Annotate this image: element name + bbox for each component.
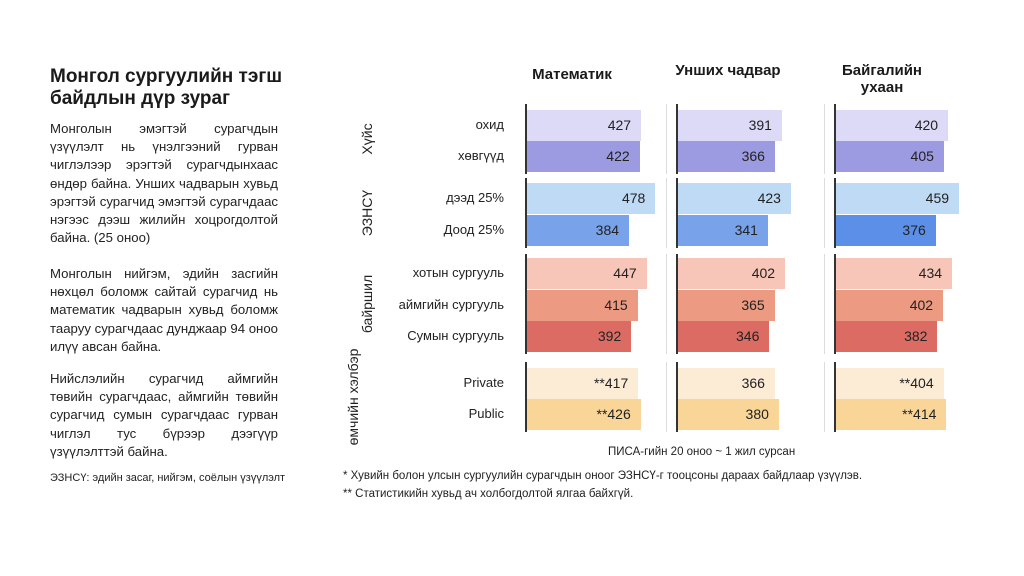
- bar: 405: [835, 141, 944, 172]
- axis-line: [676, 362, 678, 432]
- bar-value-label: 478: [621, 190, 646, 206]
- bar: 365: [677, 290, 775, 321]
- column-divider: [824, 362, 825, 432]
- bar-value-label: 422: [606, 148, 630, 164]
- bar-value-label: 415: [604, 297, 628, 313]
- bar: 380: [677, 399, 779, 430]
- axis-line: [834, 362, 836, 432]
- subject-header: Байгалийн ухаан: [842, 62, 922, 96]
- bar-value-label: 423: [757, 190, 781, 206]
- paragraph-location: Нийслэлийн сурагчид аймгийн төвийн сураг…: [50, 371, 278, 459]
- column-divider: [666, 104, 667, 174]
- column-divider: [666, 362, 667, 432]
- column-divider: [666, 178, 667, 248]
- bar-value-label: 434: [918, 265, 943, 281]
- bar-value-label: 365: [741, 297, 765, 313]
- axis-note: ПИСА-гийн 20 оноо ~ 1 жил сурсан: [608, 446, 796, 458]
- subject-header: Унших чадвар: [675, 62, 781, 79]
- column-divider: [666, 254, 667, 354]
- subject-header: Математик: [532, 66, 612, 83]
- bar-value-label: 382: [904, 328, 928, 344]
- row-label: Доод 25%: [443, 222, 504, 237]
- abbreviation-note: ЭЗНСҮ: эдийн засаг, нийгэм, соёлын үзүүл…: [50, 472, 286, 484]
- bar-value-label: 380: [745, 406, 769, 422]
- row-label: Private: [463, 375, 504, 390]
- bar-value-label: 346: [736, 328, 760, 344]
- axis-line: [525, 178, 527, 248]
- column-divider: [824, 104, 825, 174]
- row-label: аймгийн сургууль: [398, 297, 504, 312]
- bar: 423: [677, 183, 791, 214]
- axis-line: [525, 362, 527, 432]
- bar-value-label: 405: [910, 148, 934, 164]
- row-label: хөвгүүд: [458, 148, 504, 163]
- bar: 382: [835, 321, 938, 352]
- row-label: Public: [468, 406, 504, 421]
- row-label: охид: [475, 117, 504, 132]
- column-divider: [824, 178, 825, 248]
- column-divider: [824, 254, 825, 354]
- bar: 478: [526, 183, 656, 214]
- bar: 346: [677, 321, 770, 352]
- bar-value-label: **414: [902, 406, 937, 422]
- bar-value-label: 384: [595, 222, 620, 238]
- bar: 402: [677, 258, 786, 289]
- bar-value-label: 341: [734, 222, 758, 238]
- bar: **414: [835, 399, 947, 430]
- bar: 391: [677, 110, 782, 141]
- bar: 366: [677, 368, 775, 399]
- group-label: өмчийн хэлбэр: [345, 348, 361, 446]
- group-label: байршил: [359, 274, 375, 334]
- bar: 384: [526, 215, 630, 246]
- bar: 341: [677, 215, 768, 246]
- bar-value-label: 402: [909, 297, 934, 313]
- bar: 366: [677, 141, 775, 172]
- row-label: Сумын сургууль: [407, 328, 504, 343]
- bar-value-label: 402: [751, 265, 776, 281]
- bar: 392: [526, 321, 632, 352]
- axis-line: [525, 104, 527, 174]
- bar: **417: [526, 368, 639, 399]
- bar-value-label: 420: [914, 117, 939, 133]
- group-label: ЭЗНСҮ: [359, 189, 375, 237]
- axis-line: [676, 178, 678, 248]
- footnote-2: ** Статистикийн хувьд ач холбогдолтой ял…: [343, 488, 634, 500]
- bar-value-label: 427: [607, 117, 632, 133]
- bar: 402: [835, 290, 944, 321]
- bar: 415: [526, 290, 638, 321]
- bar: 422: [526, 141, 640, 172]
- bar: 427: [526, 110, 642, 141]
- bar-value-label: **426: [596, 406, 631, 422]
- axis-line: [676, 254, 678, 354]
- bar-value-label: 391: [748, 117, 772, 133]
- paragraph-gender: Монголын эмэгтэй сурагчдын үзүүлэлт нь ү…: [50, 121, 278, 246]
- bar-value-label: 366: [741, 375, 765, 391]
- bar-value-label: **404: [899, 375, 934, 391]
- axis-line: [834, 178, 836, 248]
- bar: 376: [835, 215, 936, 246]
- page-title: Монгол сургуулийн тэгш байдлын дүр зураг: [50, 66, 283, 109]
- axis-line: [676, 104, 678, 174]
- bar: **426: [526, 399, 641, 430]
- bar-value-label: 447: [613, 265, 637, 281]
- axis-line: [834, 254, 836, 354]
- bar: 447: [526, 258, 647, 289]
- bar-value-label: 459: [925, 190, 950, 206]
- axis-line: [834, 104, 836, 174]
- footnote-1: * Хувийн болон улсын сургуулийн сурагчды…: [343, 470, 863, 482]
- paragraph-ses: Монголын нийгэм, эдийн засгийн нөхцөл бо…: [50, 266, 278, 354]
- bar: **404: [835, 368, 944, 399]
- bar: 434: [835, 258, 953, 289]
- axis-line: [525, 254, 527, 354]
- bar: 459: [835, 183, 960, 214]
- row-label: хотын сургууль: [412, 265, 504, 280]
- bar-value-label: 376: [902, 222, 926, 238]
- bar-value-label: 392: [597, 328, 622, 344]
- bar-value-label: 366: [741, 148, 765, 164]
- bar-value-label: **417: [593, 375, 629, 391]
- row-label: дээд 25%: [446, 190, 504, 205]
- bar: 420: [835, 110, 949, 141]
